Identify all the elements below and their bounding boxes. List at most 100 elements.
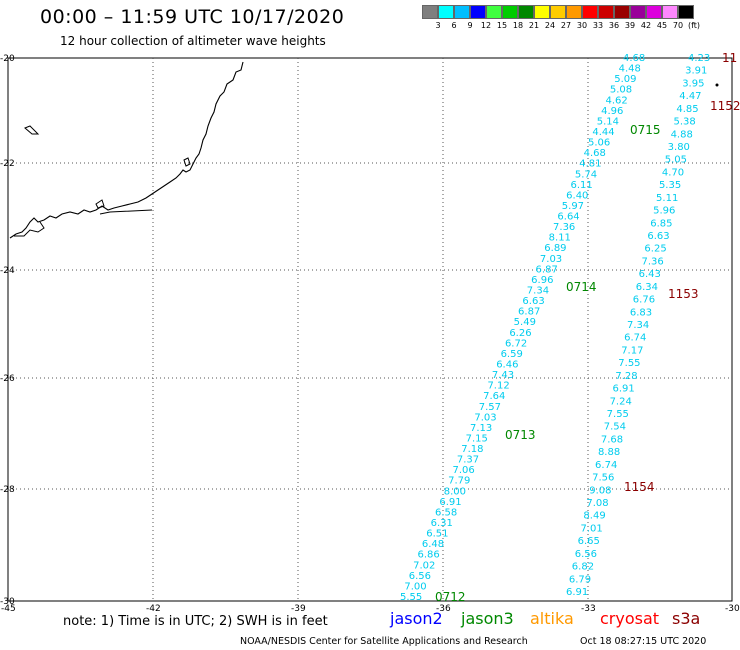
wave-height-value: 4.23 (688, 53, 710, 64)
lat-label: -22 (0, 159, 15, 169)
wave-height-value: 6.86 (417, 550, 439, 561)
map-frame (7, 57, 733, 602)
wave-height-value: 5.09 (614, 74, 636, 85)
lon-label: -45 (1, 604, 16, 614)
wave-height-value: 4.70 (662, 167, 684, 178)
color-swatch (454, 5, 470, 19)
color-scale-bar (422, 5, 694, 19)
color-scale-label: 12 (480, 21, 492, 30)
color-scale-label: 21 (528, 21, 540, 30)
legend-note: note: 1) Time is in UTC; 2) SWH is in fe… (63, 614, 328, 629)
color-swatch (534, 5, 550, 19)
wave-height-value: 6.59 (501, 349, 523, 360)
coastline-inlet (99, 209, 153, 215)
wave-height-value: 9.08 (589, 485, 611, 496)
wave-height-value: 6.63 (522, 296, 544, 307)
color-scale-label: 15 (496, 21, 508, 30)
wave-height-value: 3.80 (668, 142, 690, 153)
color-swatch (438, 5, 454, 19)
wave-height-value: 4.85 (676, 104, 698, 115)
wave-height-value: 5.05 (665, 155, 687, 166)
wave-height-value: 6.91 (566, 587, 588, 598)
wave-height-value: 6.58 (435, 507, 457, 518)
color-scale-label: 39 (624, 21, 636, 30)
lat-label: -20 (0, 54, 15, 64)
wave-height-value: 7.56 (592, 473, 614, 484)
legend-cryosat: cryosat (600, 609, 660, 628)
color-swatch (582, 5, 598, 19)
wave-height-value: 7.28 (615, 371, 637, 382)
wave-height-value: 7.34 (627, 320, 649, 331)
wave-height-value: 7.34 (527, 286, 549, 297)
wave-height-value: 7.15 (466, 433, 488, 444)
wave-height-value: 7.68 (601, 434, 623, 445)
wave-height-value: 6.72 (505, 338, 527, 349)
lat-label: -26 (0, 374, 15, 384)
wave-height-value: 5.49 (514, 317, 536, 328)
island (24, 125, 40, 135)
wave-height-value: 5.11 (656, 193, 678, 204)
wave-height-value: 7.36 (642, 256, 664, 267)
wave-height-value: 7.08 (586, 498, 608, 509)
jason3-time-label: 0712 (435, 590, 466, 604)
color-scale-label: 30 (576, 21, 588, 30)
color-scale-label: 24 (544, 21, 556, 30)
color-scale-label: 36 (608, 21, 620, 30)
cryosat-time-label: 11 (722, 51, 737, 65)
wave-height-value: 4.68 (584, 148, 606, 159)
wave-height-value: 6.87 (518, 307, 540, 318)
wave-height-value: 7.03 (540, 254, 562, 265)
color-swatch (566, 5, 582, 19)
wave-height-value: 7.24 (610, 396, 632, 407)
wave-height-value: 8.88 (598, 447, 620, 458)
jason3-time-label: 0713 (505, 428, 536, 442)
time-labels: 0715 0714 0713 0712 11 1152 1153 1154 (435, 51, 740, 604)
island (183, 157, 191, 167)
wave-height-value: 5.35 (659, 180, 681, 191)
wave-height-value: 5.08 (610, 85, 632, 96)
map-title: 00:00 – 11:59 UTC 10/17/2020 (40, 6, 345, 28)
wave-height-value: 6.51 (426, 529, 448, 540)
lat-label: -28 (0, 485, 15, 495)
wave-height-value: 7.12 (487, 381, 509, 392)
wave-height-value: 3.95 (682, 78, 704, 89)
lon-label: -39 (291, 604, 306, 614)
wave-height-value: 5.38 (673, 117, 695, 128)
wave-height-value: 8.11 (549, 233, 571, 244)
color-scale-label: 6 (451, 21, 457, 30)
color-swatch (598, 5, 614, 19)
color-swatch (470, 5, 486, 19)
wave-height-value: 7.64 (483, 391, 505, 402)
wave-height-value: 6.76 (633, 295, 655, 306)
color-swatch (550, 5, 566, 19)
legend-jason3: jason3 (461, 609, 514, 628)
coastline-inlet (14, 221, 45, 237)
cryosat-time-label: 1154 (624, 480, 655, 494)
color-scale-label: 45 (656, 21, 668, 30)
color-scale-label: 9 (467, 21, 473, 30)
data-point (715, 83, 719, 87)
wave-height-value: 4.96 (601, 106, 623, 117)
wave-height-value: 6.31 (431, 518, 453, 529)
wave-height-value: 6.87 (536, 264, 558, 275)
wave-height-value: 7.55 (618, 358, 640, 369)
wave-height-value: 3.91 (685, 66, 707, 77)
color-swatch (646, 5, 662, 19)
legend-s3a: s3a (672, 609, 701, 628)
wave-height-value: 7.54 (604, 422, 626, 433)
lon-label: -36 (436, 604, 451, 614)
wave-height-value: 6.91 (439, 497, 461, 508)
wave-height-value: 6.56 (409, 571, 431, 582)
wave-height-value: 5.96 (653, 206, 675, 217)
wave-height-value: 5.55 (400, 592, 422, 603)
color-swatch (422, 5, 438, 19)
wave-height-value: 7.57 (479, 402, 501, 413)
lon-label: -42 (146, 604, 161, 614)
wave-height-value: 6.11 (571, 180, 593, 191)
lat-label: -30 (0, 597, 15, 607)
color-swatch (662, 5, 678, 19)
wave-height-value: 5.74 (575, 169, 597, 180)
wave-height-value: 7.18 (461, 444, 483, 455)
wave-height-value: 7.01 (581, 523, 603, 534)
